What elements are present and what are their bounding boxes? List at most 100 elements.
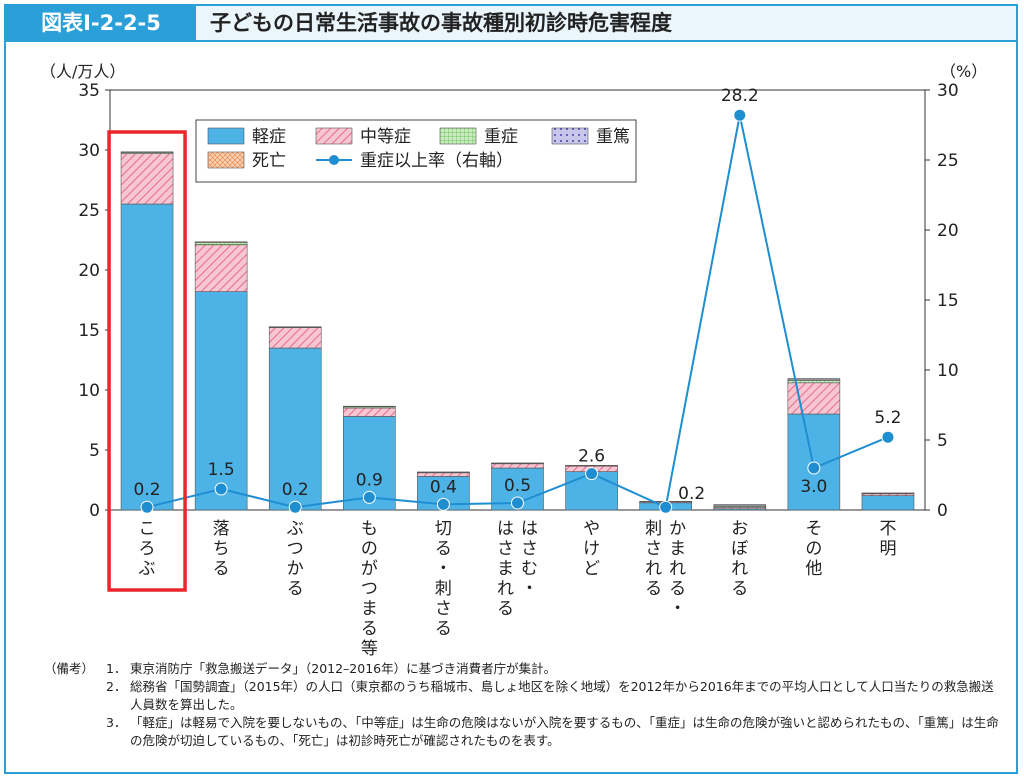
note-number: 3．: [106, 715, 127, 730]
note-row-2: 2． 総務省「国勢調査」（2015年）の人口（東京都のうち稲城市、島しょ地区を除…: [44, 678, 1004, 714]
line-data-label: 28.2: [721, 86, 759, 106]
right-tick-label: 10: [937, 361, 959, 381]
left-axis-unit: （人/万人）: [40, 62, 125, 81]
chart: 0 5 10 15 20 25 30 35 0 5 10 15 20 25 30 （人/万人） （%） 0.2 1…: [40, 62, 987, 659]
line-point: [807, 461, 821, 475]
legend-swatch: [551, 127, 589, 145]
line-point: [140, 500, 154, 514]
category-char: 刺: [435, 579, 452, 599]
line-point: [436, 497, 450, 511]
category-char: る: [361, 619, 378, 639]
category-char: さ: [497, 539, 514, 559]
bar-segment: [120, 153, 174, 205]
chart-line-series: 0.2 1.5 0.2 0.9 0.4 0.5 2.6 0.2 28.2 3.0 5.2: [134, 86, 901, 514]
figure-label: 図表Ⅰ-2-2-5: [6, 6, 196, 40]
legend-label: 重篤: [596, 127, 630, 147]
category-label: 不明: [879, 519, 896, 559]
category-char: の: [805, 539, 822, 559]
category-char: や: [583, 519, 600, 539]
bar-segment: [713, 504, 767, 506]
category-char: る: [435, 539, 452, 559]
legend-swatch: [207, 151, 245, 169]
bar-segment: [194, 244, 248, 292]
left-tick-label: 15: [78, 321, 100, 341]
note-text: 「軽症」は軽易で入院を要しないもの、「中等症」は生命の危険はないが入院を要するも…: [130, 715, 999, 748]
line-point: [733, 108, 747, 122]
bar-segment: [194, 242, 248, 246]
category-char: ・: [669, 599, 686, 619]
bar-segment: [343, 407, 396, 417]
bar-segment: [343, 405, 396, 408]
figure-header: 図表Ⅰ-2-2-5 子どもの日常生活事故の事故種別初診時危害程度: [6, 6, 1016, 42]
category-char: も: [361, 519, 378, 539]
category-char: つ: [287, 539, 304, 559]
left-tick-label: 20: [78, 261, 100, 281]
right-tick-label: 30: [937, 81, 959, 101]
right-tick-label: 5: [937, 431, 948, 451]
notes-head: （備考）: [44, 661, 95, 676]
category-char: 明: [879, 539, 896, 559]
category-char: さ: [645, 539, 662, 559]
category-char: れ: [669, 559, 686, 579]
line-data-label: 0.5: [504, 476, 531, 496]
left-tick-label: 35: [78, 81, 100, 101]
line-data-label: 2.6: [578, 447, 605, 467]
right-tick-label: 25: [937, 151, 959, 171]
note-number: 2．: [106, 679, 127, 694]
note-text: 東京消防庁「救急搬送データ」（2012–2016年）に基づき消費者庁が集計。: [130, 661, 557, 676]
line-data-label: 0.4: [430, 477, 457, 497]
category-char: ま: [669, 539, 686, 559]
category-char: む: [521, 559, 538, 579]
category-char: ち: [213, 539, 230, 559]
category-char: ど: [583, 559, 600, 579]
bar-segment: [120, 151, 174, 153]
category-char: る: [731, 579, 748, 599]
right-tick-label: 20: [937, 221, 959, 241]
bar-segment: [787, 382, 841, 415]
category-char: か: [287, 559, 304, 579]
category-char: れ: [731, 559, 748, 579]
left-tick-label: 10: [78, 381, 100, 401]
category-char: ま: [497, 559, 514, 579]
legend-label: 死亡: [252, 151, 286, 171]
line-point: [511, 496, 524, 510]
category-label: ころぶ: [139, 519, 156, 579]
category-label: 切る・刺さる: [435, 519, 452, 639]
line-point: [362, 490, 376, 504]
right-tick-label: 0: [937, 501, 948, 521]
bar-segment: [417, 471, 470, 473]
legend-label: 中等症: [360, 127, 411, 147]
category-char: 不: [879, 519, 896, 539]
bar-segment: [120, 203, 174, 511]
line-data-label: 0.2: [134, 480, 161, 500]
category-char: る: [669, 579, 686, 599]
line-point: [288, 500, 302, 514]
highlight-box: [107, 130, 187, 592]
category-char: る: [287, 579, 304, 599]
legend-label: 重症: [484, 127, 518, 147]
category-char: れ: [497, 579, 514, 599]
figure-title: 子どもの日常生活事故の事故種別初診時危害程度: [210, 11, 672, 35]
category-char: ぶ: [139, 559, 156, 579]
category-char: 落: [213, 519, 230, 539]
line-data-label: 0.9: [356, 470, 383, 490]
category-char: る: [435, 619, 452, 639]
category-char: ぼ: [731, 539, 748, 559]
category-char: そ: [805, 519, 822, 539]
category-char: ろ: [139, 539, 156, 559]
legend-label: 重症以上率（右軸）: [360, 151, 513, 171]
left-tick-label: 0: [89, 501, 100, 521]
legend-swatch: [207, 127, 245, 145]
line-point: [585, 467, 599, 481]
category-char: さ: [521, 539, 538, 559]
category-label: 落ちる: [213, 519, 230, 579]
line-data-label: 1.5: [208, 460, 235, 480]
note-row-3: 3． 「軽症」は軽易で入院を要しないもの、「中等症」は生命の危険はないが入院を要…: [44, 714, 1004, 750]
category-char: る: [213, 559, 230, 579]
category-char: が: [361, 559, 378, 579]
note-text: 総務省「国勢調査」（2015年）の人口（東京都のうち稲城市、島しょ地区を除く地域…: [130, 679, 994, 712]
line-data-label: 3.0: [800, 477, 827, 497]
